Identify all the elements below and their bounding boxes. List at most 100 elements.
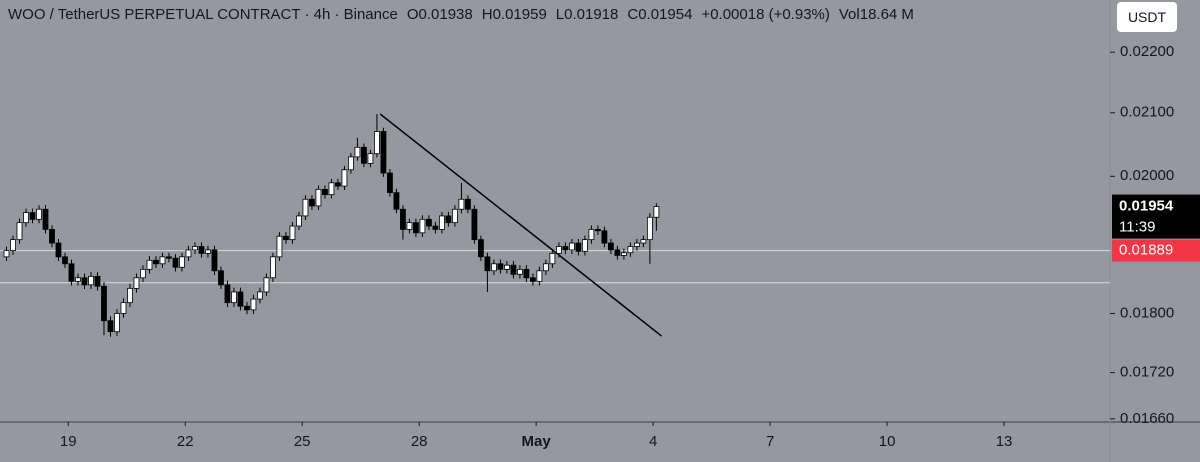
candle-body — [179, 256, 185, 268]
candle-body — [88, 275, 94, 286]
candle-body — [588, 229, 595, 241]
candle-body — [562, 246, 569, 251]
candle-body — [458, 198, 465, 210]
candle-body — [114, 313, 120, 333]
candle-body — [237, 291, 244, 307]
candle-body — [432, 225, 439, 230]
x-tick-label: 13 — [996, 433, 1013, 450]
candle-body — [231, 291, 237, 304]
last-price-label: 0.01954 — [1119, 198, 1174, 215]
candle-body — [29, 212, 36, 220]
candle-body — [127, 287, 133, 304]
candle-body — [192, 246, 198, 251]
candle-body — [218, 270, 224, 286]
level-price-label: 0.01889 — [1119, 242, 1173, 259]
stat: O0.01938 — [406, 6, 473, 23]
x-tick-label: 22 — [177, 433, 194, 450]
candle-body — [387, 172, 393, 194]
y-tick-label: 0.01660 — [1120, 410, 1174, 427]
candle-body — [471, 208, 478, 241]
symbol-title: WOO / TetherUS PERPETUAL CONTRACT · 4h ·… — [8, 6, 398, 23]
candle-body — [555, 246, 562, 254]
candle-body — [263, 277, 270, 293]
candle-body — [426, 218, 432, 227]
candle-body — [549, 252, 556, 265]
y-tick-label: 0.02100 — [1120, 104, 1174, 121]
trend-line — [379, 113, 663, 337]
candle-body — [620, 252, 627, 256]
x-tick-label: 7 — [766, 433, 774, 450]
candle-body — [614, 249, 621, 256]
candle-body — [536, 270, 543, 282]
candle-body — [607, 242, 614, 251]
candle-body — [42, 208, 49, 230]
candle-body — [101, 285, 107, 322]
candle-body — [224, 284, 231, 304]
candle-body — [315, 188, 322, 207]
candle-body — [497, 263, 504, 270]
candle-body — [361, 146, 367, 164]
candle-body — [374, 131, 380, 155]
candle-body — [23, 212, 29, 224]
candle-body — [452, 208, 458, 224]
stat: L0.01918 — [555, 6, 619, 23]
candle-body — [289, 225, 296, 241]
candle-body — [575, 242, 582, 252]
legend-header: WOO / TetherUS PERPETUAL CONTRACT · 4h ·… — [8, 6, 923, 23]
candle-body — [413, 222, 419, 234]
countdown-label: 11:39 — [1119, 219, 1155, 236]
stat: C0.01954 — [627, 6, 693, 23]
candle-body — [309, 198, 315, 207]
candle-body — [302, 198, 309, 217]
candle-body — [16, 222, 23, 241]
level-price-box — [1112, 239, 1200, 262]
last-price-box — [1112, 194, 1200, 239]
candle-body — [491, 263, 497, 272]
candle-body — [354, 146, 361, 158]
candle-body — [146, 259, 153, 270]
candle-body — [568, 242, 575, 251]
candle-body — [322, 188, 328, 196]
candle-body — [523, 268, 530, 279]
stat: +0.00018 (+0.93%) — [701, 6, 830, 23]
candle-body — [504, 264, 510, 270]
candle-body — [439, 215, 445, 230]
x-tick-label: 25 — [294, 433, 311, 450]
candle-body — [341, 169, 348, 187]
candle-body — [244, 305, 250, 311]
candle-body — [10, 239, 16, 252]
candle-body — [653, 206, 660, 218]
candle-body — [276, 235, 283, 258]
candle-body — [478, 239, 484, 258]
candle-body — [510, 264, 517, 275]
candle-body — [36, 208, 42, 220]
candle-body — [328, 182, 335, 196]
candle-body — [250, 298, 257, 311]
x-tick-label: May — [522, 433, 552, 450]
candle-body — [646, 216, 653, 241]
candle-body — [543, 263, 549, 272]
candle-body — [205, 249, 211, 254]
currency-button[interactable]: USDT — [1117, 2, 1177, 32]
y-tick-label: 0.02000 — [1120, 167, 1174, 184]
candle-body — [3, 250, 10, 258]
candle-body — [530, 277, 536, 282]
candle-body — [68, 263, 75, 282]
candle-body — [257, 291, 263, 300]
candle-body — [581, 239, 588, 252]
candle-body — [49, 229, 55, 244]
candle-body — [400, 208, 406, 230]
y-tick-label: 0.01720 — [1120, 364, 1174, 381]
candle-body — [120, 302, 127, 314]
candle-body — [55, 242, 62, 258]
candle-body — [393, 192, 400, 210]
candle-body — [140, 268, 146, 279]
candle-body — [419, 218, 426, 234]
candle-body — [270, 256, 276, 279]
x-tick-label: 4 — [649, 433, 657, 450]
candle-body — [211, 249, 218, 272]
y-tick-label: 0.01800 — [1120, 304, 1174, 321]
candle-body — [107, 320, 114, 333]
candle-body — [81, 277, 88, 286]
